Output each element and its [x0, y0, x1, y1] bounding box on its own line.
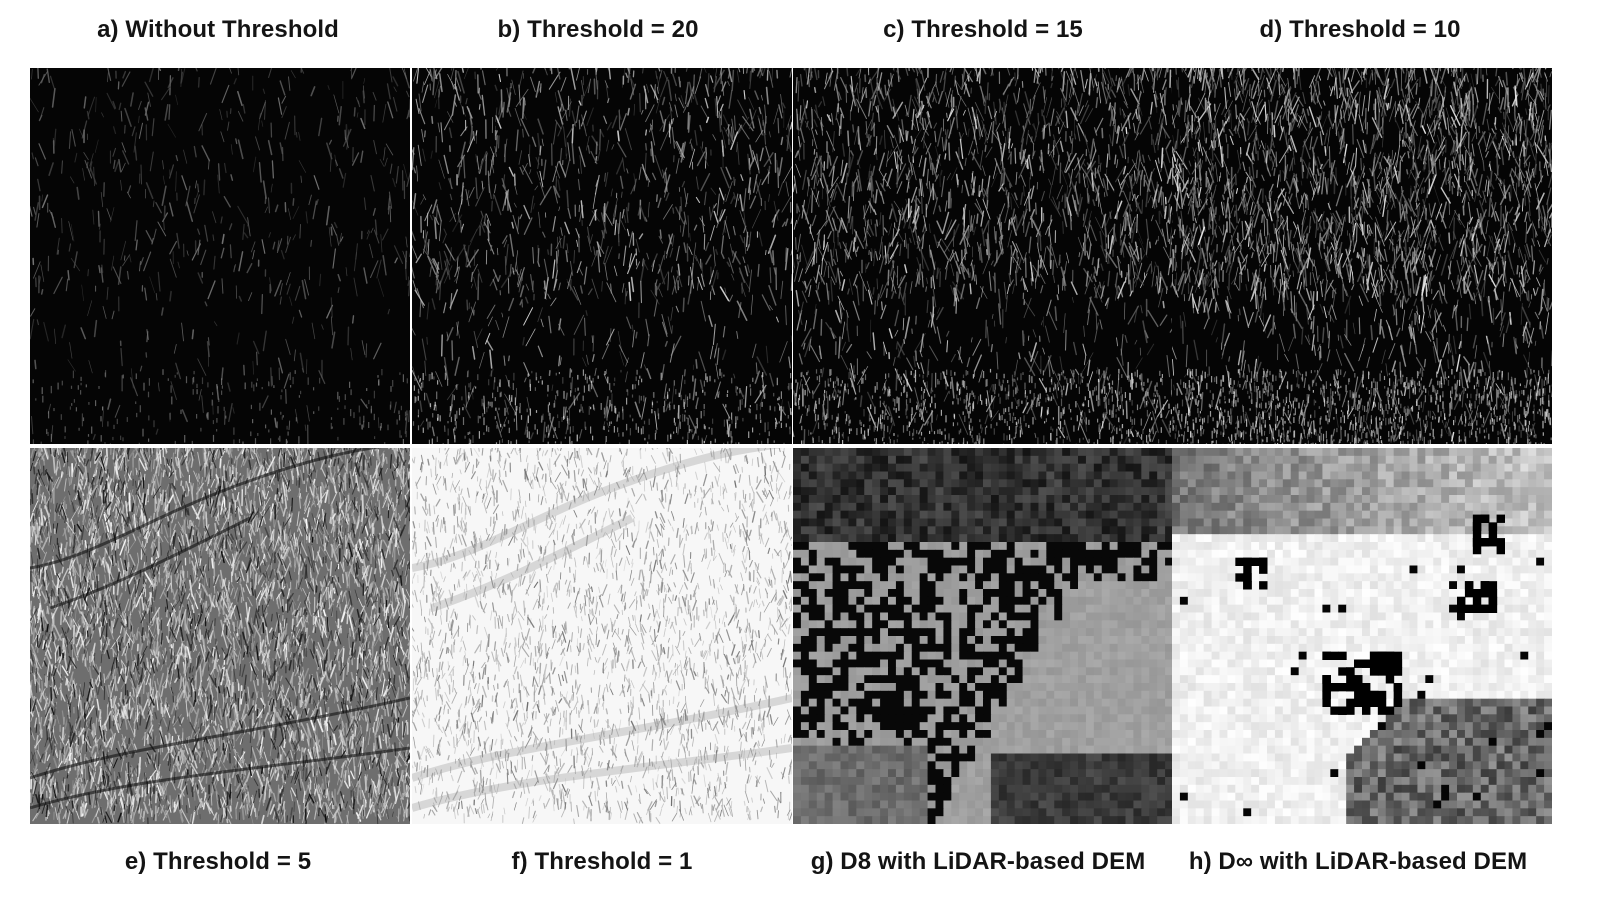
panel-e-title: e) Threshold = 5 — [28, 848, 408, 876]
panel-d-image — [1172, 68, 1552, 444]
panel-h-title: h) D∞ with LiDAR-based DEM — [1168, 848, 1548, 876]
panel-b-title: b) Threshold = 20 — [408, 16, 788, 44]
panel-e-image — [30, 448, 410, 824]
panel-f-title: f) Threshold = 1 — [412, 848, 792, 876]
panel-d-title: d) Threshold = 10 — [1170, 16, 1550, 44]
panel-b-image — [412, 68, 792, 444]
panel-g-image — [793, 448, 1173, 824]
panel-f-image — [412, 448, 792, 824]
panel-c-image — [793, 68, 1173, 444]
panel-h-image — [1172, 448, 1552, 824]
panel-a-title: a) Without Threshold — [28, 16, 408, 44]
panel-a-image — [30, 68, 410, 444]
panel-c-title: c) Threshold = 15 — [793, 16, 1173, 44]
panel-g-title: g) D8 with LiDAR-based DEM — [788, 848, 1168, 876]
